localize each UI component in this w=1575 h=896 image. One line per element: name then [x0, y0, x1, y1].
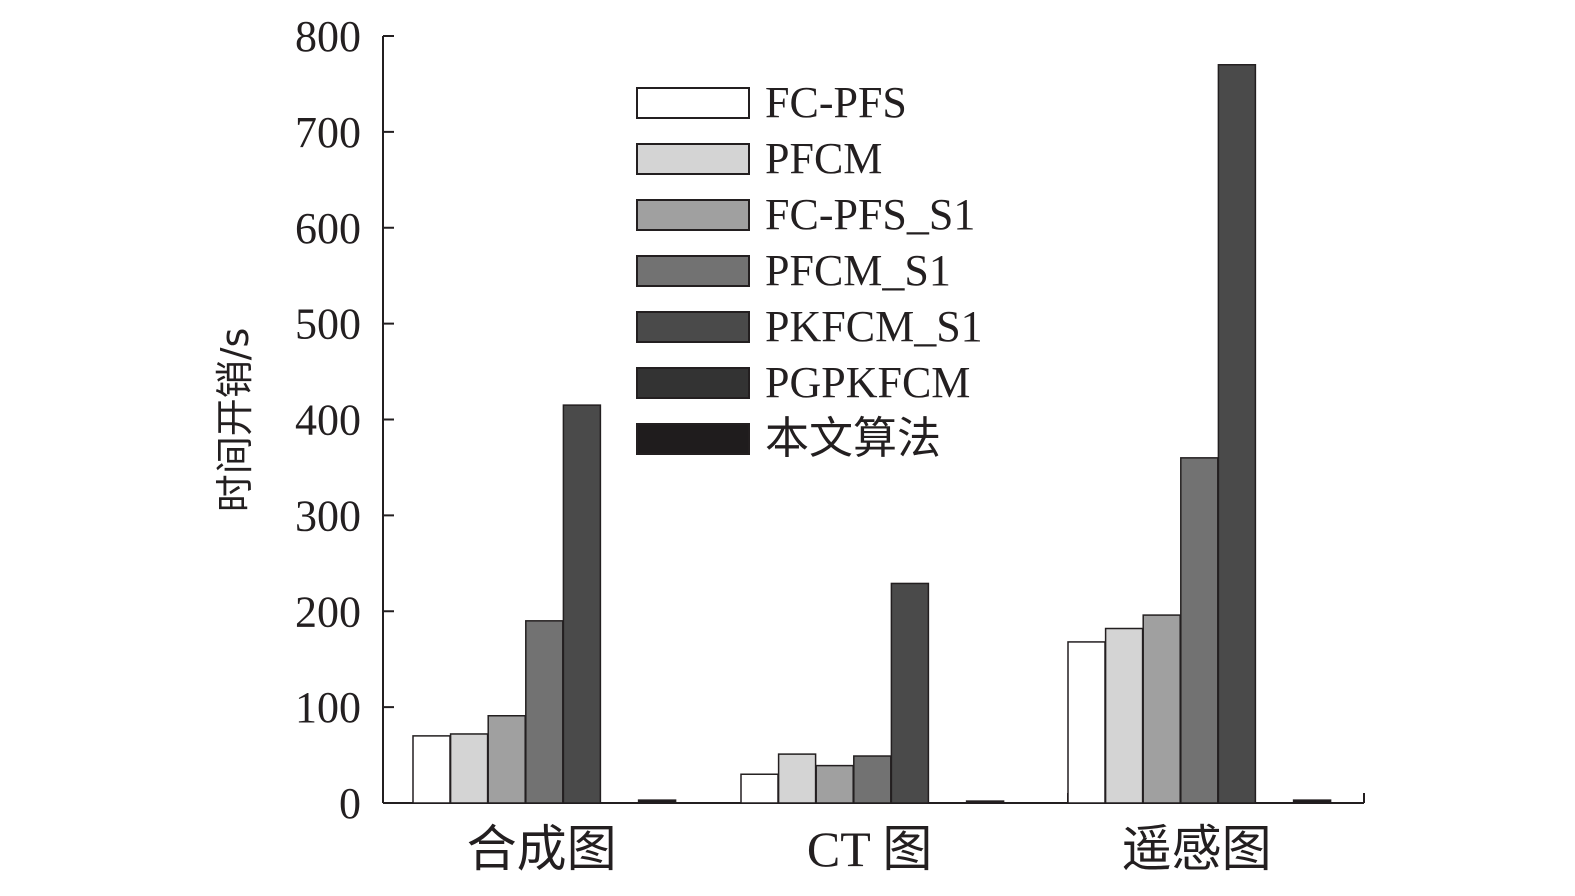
legend-label: PFCM: [765, 134, 882, 183]
y-tick-label: 200: [295, 587, 361, 636]
bar-pfcm-1: [777, 753, 817, 804]
y-tick-label: 0: [339, 779, 361, 828]
bar-pfcm-s1-1: [853, 755, 892, 804]
y-tick-label: 300: [295, 491, 361, 540]
axes: 0 100 200 300 400 500 600 700 800: [295, 12, 1365, 828]
bar-pkfcm-s1-2: [1217, 64, 1257, 804]
legend-swatch: [636, 423, 750, 455]
legend-label: PFCM_S1: [765, 246, 951, 295]
legend-swatch: [636, 255, 750, 287]
legend: FC-PFS PFCM FC-PFS_S1 PFCM_S1 PKFCM_S1 PGPKFC…: [636, 78, 983, 463]
bar-fc-pfs-0: [412, 735, 451, 804]
legend-swatch: [636, 311, 750, 343]
x-category-label: CT 图: [807, 821, 933, 877]
y-axis-title: 时间开销/s: [213, 328, 257, 513]
bar-fc-pfs-s1-1: [815, 764, 854, 804]
legend-label: FC-PFS: [765, 78, 907, 127]
y-tick-label: 800: [295, 12, 361, 61]
y-tick-label: 100: [295, 683, 361, 732]
bar-pkfcm-s1-1: [890, 582, 930, 804]
bar-pkfcm-s1-0: [562, 404, 602, 804]
y-tick-label: 500: [295, 300, 361, 349]
bar-pfcm-s1-0: [525, 620, 564, 804]
legend-swatch: [636, 367, 750, 399]
y-tick-label: 600: [295, 204, 361, 253]
bar---0: [637, 799, 677, 804]
x-category-label: 遥感图: [1122, 821, 1272, 877]
y-tick-label: 700: [295, 108, 361, 157]
bar---1: [965, 800, 1005, 804]
bar---2: [1292, 799, 1332, 804]
bar-pfcm-0: [449, 733, 489, 804]
bars: 合成图 CT 图 遥感图: [412, 64, 1332, 877]
bar-pfcm-s1-2: [1180, 457, 1219, 804]
bar-fc-pfs-s1-2: [1142, 614, 1181, 804]
bar-fc-pfs-s1-0: [487, 715, 526, 804]
y-tick-label: 400: [295, 396, 361, 445]
bar-fc-pfs-1: [740, 773, 779, 804]
legend-swatch: [636, 143, 750, 175]
bar-fc-pfs-2: [1067, 641, 1106, 804]
legend-label: PGPKFCM: [765, 358, 970, 407]
legend-label: FC-PFS_S1: [765, 190, 975, 239]
legend-swatch: [636, 87, 750, 119]
x-category-label: 合成图: [467, 821, 617, 877]
legend-swatch: [636, 199, 750, 231]
legend-label: 本文算法: [765, 414, 941, 463]
bar-pfcm-2: [1104, 627, 1144, 804]
legend-label: PKFCM_S1: [765, 302, 983, 351]
